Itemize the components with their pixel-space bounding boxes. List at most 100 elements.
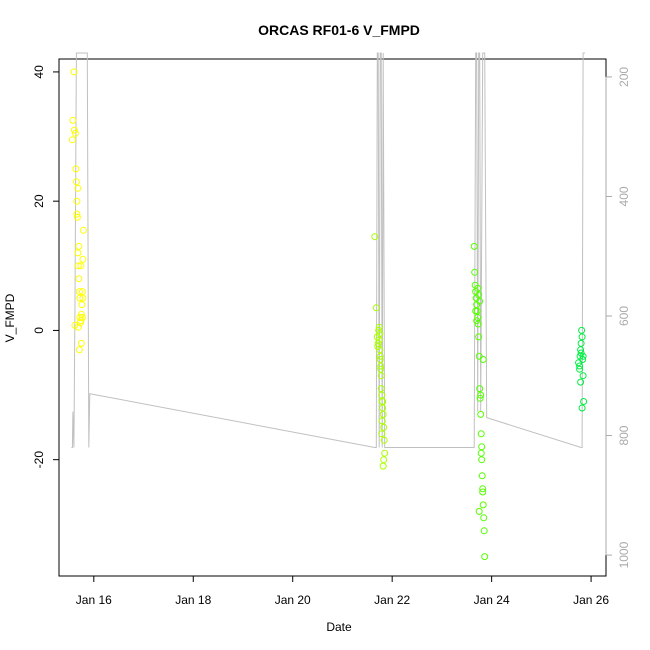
data-point	[476, 385, 484, 393]
data-point	[371, 233, 379, 241]
data-point	[378, 417, 386, 425]
data-point	[579, 356, 587, 363]
data-point	[578, 333, 586, 341]
data-point	[377, 385, 385, 393]
x-tick-label: Jan 26	[573, 593, 609, 607]
data-point	[470, 242, 478, 250]
data-point	[471, 268, 479, 276]
data-point	[381, 449, 389, 457]
data-point	[480, 514, 488, 522]
data-point	[474, 284, 482, 292]
data-point	[72, 165, 80, 173]
data-point	[576, 362, 584, 370]
y-tick-label: 20	[32, 194, 46, 208]
data-point	[79, 255, 87, 263]
data-point	[374, 343, 382, 351]
x-axis: Jan 16 Jan 18 Jan 20 Jan 22 Jan 24 Jan 26	[76, 575, 609, 607]
data-point	[473, 317, 481, 325]
data-point	[576, 365, 584, 373]
data-point	[579, 352, 587, 360]
data-point	[76, 314, 84, 321]
y-tick-label: 0	[32, 327, 46, 334]
data-point	[73, 213, 81, 221]
data-point	[75, 288, 83, 296]
y2-tick-label: 1000	[617, 541, 631, 568]
y-tick-label: 40	[32, 65, 46, 79]
data-point	[375, 323, 383, 331]
data-point	[477, 449, 485, 457]
data-point	[477, 430, 485, 438]
data-point	[475, 291, 483, 299]
data-point	[78, 314, 86, 321]
data-point	[73, 210, 81, 218]
data-point	[376, 330, 384, 338]
data-point	[577, 378, 585, 386]
data-point	[79, 226, 87, 234]
data-point	[71, 129, 79, 137]
data-point	[377, 362, 385, 370]
data-point	[578, 326, 586, 334]
data-point	[77, 339, 85, 347]
data-point	[580, 398, 588, 405]
y2-tick-label: 600	[617, 306, 631, 326]
data-point	[474, 320, 482, 328]
x-tick-label: Jan 20	[275, 593, 311, 607]
data-point	[72, 178, 80, 186]
data-point	[475, 333, 483, 341]
data-point	[472, 307, 480, 315]
scatter-points-layer	[68, 68, 588, 561]
data-point	[68, 136, 76, 144]
data-point	[579, 372, 587, 380]
data-point	[379, 410, 387, 418]
y2-tick-label: 200	[617, 67, 631, 87]
data-point	[71, 321, 79, 329]
data-point	[578, 404, 586, 412]
data-point	[478, 472, 486, 480]
data-point	[70, 126, 78, 134]
y-axis-label: V_FMPD	[3, 293, 17, 342]
data-point	[481, 553, 489, 561]
data-point	[376, 352, 384, 360]
altitude-line	[71, 52, 586, 448]
data-point	[375, 326, 383, 334]
data-point	[476, 394, 484, 402]
data-point	[374, 339, 382, 347]
x-tick-label: Jan 16	[76, 593, 112, 607]
x-tick-label: Jan 18	[175, 593, 211, 607]
data-point	[478, 456, 486, 464]
data-point	[74, 323, 82, 331]
y2-tick-label: 400	[617, 186, 631, 206]
y2-axis: 200 400 600 800 1000	[605, 67, 631, 568]
data-point	[380, 456, 388, 464]
y2-tick-label: 800	[617, 425, 631, 445]
data-point	[372, 304, 380, 312]
data-point	[69, 116, 77, 124]
data-point	[479, 485, 487, 493]
data-point	[477, 391, 485, 399]
data-point	[380, 423, 388, 431]
data-point	[76, 294, 84, 302]
data-point	[376, 356, 384, 363]
data-point	[479, 356, 487, 363]
data-point	[577, 339, 585, 347]
data-point	[74, 262, 82, 270]
data-point	[75, 275, 83, 283]
data-point	[377, 365, 385, 373]
altitude-line-layer	[71, 52, 586, 448]
data-point	[480, 527, 488, 535]
data-point	[75, 242, 83, 250]
data-point	[476, 297, 484, 305]
data-point	[75, 346, 83, 354]
data-point	[379, 398, 387, 405]
data-point	[474, 314, 482, 321]
data-point	[78, 301, 86, 309]
data-point	[380, 436, 388, 444]
data-point	[79, 294, 87, 302]
chart-title: ORCAS RF01-6 V_FMPD	[258, 22, 420, 38]
data-point	[378, 430, 386, 438]
data-point	[479, 488, 487, 496]
data-point	[479, 501, 487, 509]
x-axis-label: Date	[326, 620, 352, 634]
data-point	[70, 68, 78, 76]
